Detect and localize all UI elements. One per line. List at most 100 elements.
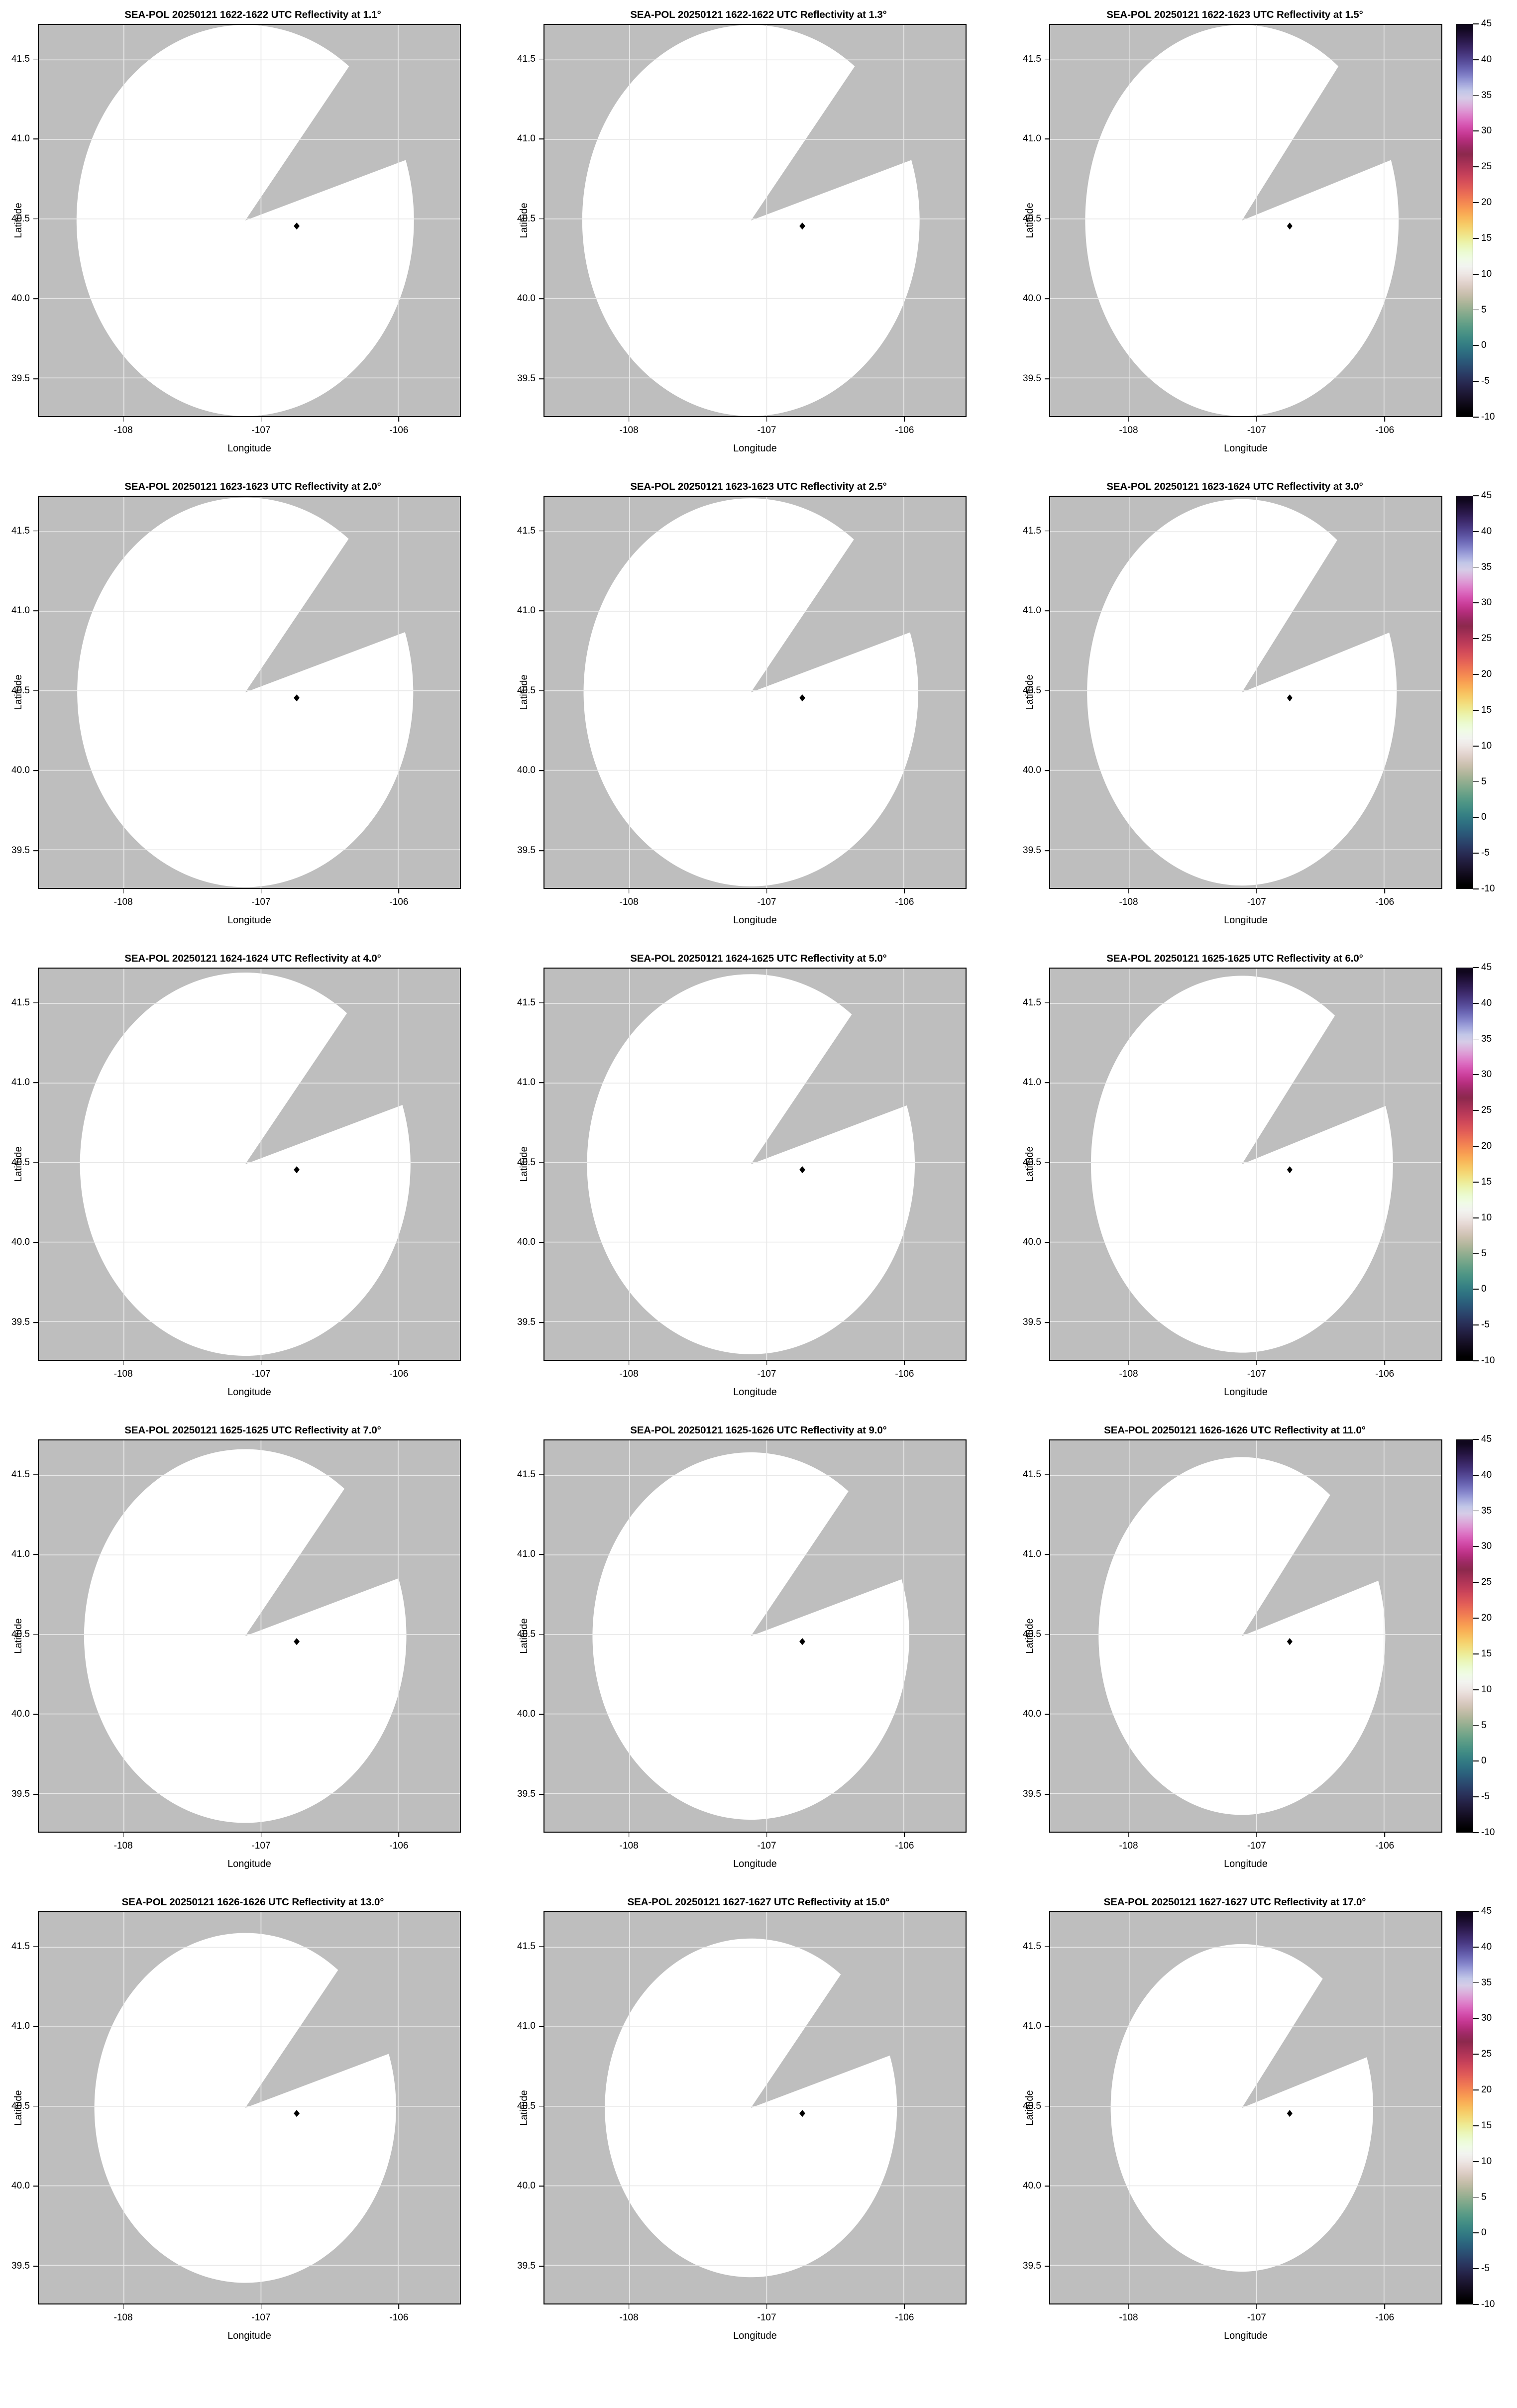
radar-panel: SEA-POL 20250121 1625-1625 UTC Reflectiv… <box>0 1416 506 1887</box>
y-axis-tick <box>33 58 38 60</box>
y-axis-tick <box>1045 1002 1049 1003</box>
x-axis-title: Longitude <box>227 1859 271 1869</box>
axes-frame <box>543 1911 967 2304</box>
y-axis-tick-label: 39.5 <box>517 1316 536 1327</box>
x-axis-tick <box>904 1361 905 1365</box>
radar-panel: SEA-POL 20250121 1625-1626 UTC Reflectiv… <box>506 1416 1011 1887</box>
x-axis-tick <box>904 2304 905 2309</box>
x-axis-tick-label: -106 <box>389 1841 409 1851</box>
x-axis-tick <box>766 2304 767 2309</box>
colorbar-tick-label: -10 <box>1481 1355 1495 1366</box>
x-axis-tick <box>1128 1361 1129 1365</box>
axes-frame <box>543 24 967 417</box>
x-axis-title: Longitude <box>1224 1859 1268 1869</box>
plot-area: 39.5 40.0 40.5 41.0 41.5 -108 -107 -106 Longitud… <box>1023 968 1442 1398</box>
radar-panel: SEA-POL 20250121 1625-1625 UTC Reflectiv… <box>1011 944 1517 1416</box>
x-axis-tick <box>628 2304 630 2309</box>
axes-frame <box>1049 24 1442 417</box>
y-axis-tick <box>1045 1946 1049 1947</box>
colorbar-tick <box>1473 1653 1479 1654</box>
radar-panel: SEA-POL 20250121 1624-1625 UTC Reflectiv… <box>506 944 1011 1416</box>
colorbar-tick <box>1473 674 1479 675</box>
y-axis-title: Latitude <box>519 674 530 710</box>
colorbar-tick-label: 10 <box>1481 2156 1492 2167</box>
x-axis-tick-label: -106 <box>1375 897 1395 907</box>
x-axis-tick-label: -106 <box>895 2312 914 2323</box>
y-axis-tick <box>1045 1474 1049 1475</box>
y-axis-tick-label: 40.5 <box>517 1629 536 1640</box>
y-axis-tick-label: 41.0 <box>11 2021 30 2032</box>
y-axis-tick <box>33 2186 38 2187</box>
panel-title: SEA-POL 20250121 1623-1623 UTC Reflectiv… <box>124 481 381 492</box>
y-axis-tick <box>539 1082 543 1084</box>
x-axis-tick <box>260 889 262 893</box>
y-axis-tick-label: 41.0 <box>1023 2021 1041 2032</box>
plot-area: 39.5 40.0 40.5 41.0 41.5 -108 -107 -106 Longitud… <box>1023 24 1442 454</box>
axes-frame <box>38 968 461 1361</box>
x-axis-tick-label: -106 <box>895 897 914 907</box>
plot-area: 39.5 40.0 40.5 41.0 41.5 -108 -107 -106 Longitud… <box>11 1911 461 2341</box>
colorbar-tick <box>1473 95 1479 96</box>
y-axis-tick-label: 40.0 <box>1023 293 1041 304</box>
x-axis-tick <box>398 1833 400 1837</box>
x-axis-tick <box>122 1833 124 1837</box>
y-axis-tick <box>539 1946 543 1947</box>
colorbar-tick <box>1473 602 1479 604</box>
colorbar-tick <box>1473 1510 1479 1512</box>
y-axis-tick-label: 41.5 <box>11 525 30 536</box>
y-axis-title: Latitude <box>13 203 24 238</box>
y-axis-tick-label: 39.5 <box>11 845 30 856</box>
y-axis-tick-label: 40.0 <box>1023 2181 1041 2191</box>
y-axis-tick <box>1045 1634 1049 1635</box>
y-axis-tick-label: 40.0 <box>517 1237 536 1248</box>
colorbar-gradient <box>1456 1911 1473 2304</box>
y-axis-tick <box>1045 1554 1049 1555</box>
y-axis-tick <box>539 770 543 771</box>
axes-frame <box>543 968 967 1361</box>
y-axis-tick-label: 40.0 <box>11 1237 30 1248</box>
panel-title: SEA-POL 20250121 1626-1626 UTC Reflectiv… <box>1104 1424 1366 1436</box>
colorbar-tick <box>1473 1474 1479 1476</box>
y-axis-tick-label: 40.5 <box>1023 685 1041 696</box>
colorbar-tick-label: 15 <box>1481 2120 1492 2131</box>
x-axis-tick-label: -107 <box>1247 425 1266 436</box>
x-axis-tick <box>1384 889 1385 893</box>
colorbar-tick <box>1473 967 1479 968</box>
colorbar-tick <box>1473 1689 1479 1690</box>
colorbar-gradient <box>1456 496 1473 889</box>
x-axis-tick <box>398 417 400 422</box>
x-axis-tick <box>766 889 767 893</box>
axes-frame <box>1049 968 1442 1361</box>
x-axis-tick <box>398 889 400 893</box>
colorbar-tick-label: 45 <box>1481 962 1492 973</box>
plot-area: 39.5 40.0 40.5 41.0 41.5 -108 -107 -106 Longitud… <box>517 1439 967 1869</box>
y-axis-tick-label: 41.5 <box>517 53 536 64</box>
x-axis-tick-label: -107 <box>251 2312 271 2323</box>
y-axis-tick <box>33 770 38 771</box>
y-axis-tick-label: 40.5 <box>517 2100 536 2111</box>
y-axis-tick <box>33 2105 38 2107</box>
colorbar: -10-5051015202530354045dBZ <box>1456 490 1495 894</box>
y-axis-tick-label: 39.5 <box>517 373 536 384</box>
y-axis-tick <box>539 2266 543 2267</box>
axes-frame <box>543 1439 967 1833</box>
y-axis-tick <box>33 1474 38 1475</box>
colorbar-tick <box>1473 1253 1479 1254</box>
colorbar-tick <box>1473 166 1479 168</box>
colorbar-tick <box>1473 2161 1479 2162</box>
colorbar-tick <box>1473 417 1479 418</box>
y-axis-title: Latitude <box>519 1146 530 1182</box>
panel-title: SEA-POL 20250121 1623-1624 UTC Reflectiv… <box>1106 481 1363 492</box>
colorbar-gradient <box>1456 24 1473 417</box>
colorbar-tick <box>1473 238 1479 239</box>
y-axis-tick-label: 39.5 <box>1023 373 1041 384</box>
colorbar-tick <box>1473 638 1479 640</box>
colorbar-tick-label: 10 <box>1481 1684 1492 1695</box>
y-axis-tick-label: 41.0 <box>517 605 536 616</box>
colorbar-tick-label: 30 <box>1481 1069 1492 1080</box>
y-axis-tick <box>1045 2266 1049 2267</box>
plot-area: 39.5 40.0 40.5 41.0 41.5 -108 -107 -106 Longitud… <box>517 496 967 926</box>
y-axis-tick <box>539 1474 543 1475</box>
x-axis-tick <box>628 1833 630 1837</box>
colorbar-tick-label: -10 <box>1481 1827 1495 1838</box>
